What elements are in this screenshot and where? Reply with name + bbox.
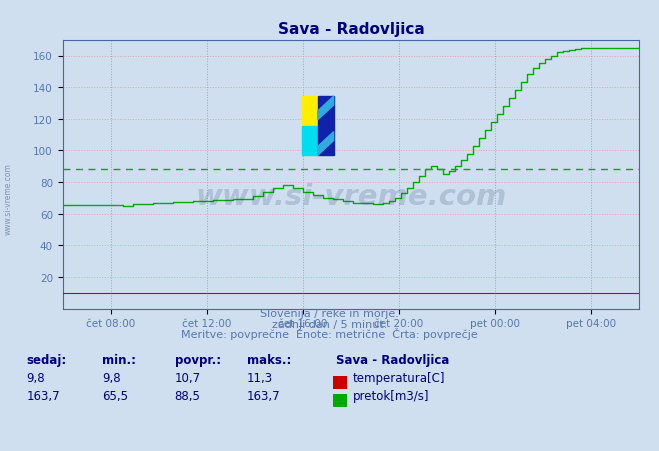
Text: sedaj:: sedaj: (26, 353, 67, 366)
Text: Sava - Radovljica: Sava - Radovljica (336, 353, 449, 366)
Bar (302, 97, 318, 126)
Text: 9,8: 9,8 (26, 371, 45, 384)
Text: min.:: min.: (102, 353, 136, 366)
Text: www.si-vreme.com: www.si-vreme.com (195, 182, 507, 210)
Text: 163,7: 163,7 (26, 389, 60, 402)
Polygon shape (318, 97, 333, 120)
Text: Meritve: povprečne  Enote: metrične  Črta: povprečje: Meritve: povprečne Enote: metrične Črta:… (181, 327, 478, 339)
Text: 11,3: 11,3 (247, 371, 273, 384)
Text: 10,7: 10,7 (175, 371, 201, 384)
Text: 65,5: 65,5 (102, 389, 128, 402)
Text: 163,7: 163,7 (247, 389, 281, 402)
Bar (318, 97, 333, 156)
Title: Sava - Radovljica: Sava - Radovljica (277, 22, 424, 37)
Text: zadnji dan / 5 minut.: zadnji dan / 5 minut. (272, 319, 387, 329)
Text: temperatura[C]: temperatura[C] (353, 371, 445, 384)
Text: 9,8: 9,8 (102, 371, 121, 384)
Text: www.si-vreme.com: www.si-vreme.com (3, 162, 13, 235)
Text: maks.:: maks.: (247, 353, 291, 366)
Text: pretok[m3/s]: pretok[m3/s] (353, 389, 429, 402)
Text: povpr.:: povpr.: (175, 353, 221, 366)
Text: Slovenija / reke in morje.: Slovenija / reke in morje. (260, 308, 399, 318)
Bar (302, 126, 318, 156)
Text: 88,5: 88,5 (175, 389, 200, 402)
Polygon shape (318, 132, 333, 156)
